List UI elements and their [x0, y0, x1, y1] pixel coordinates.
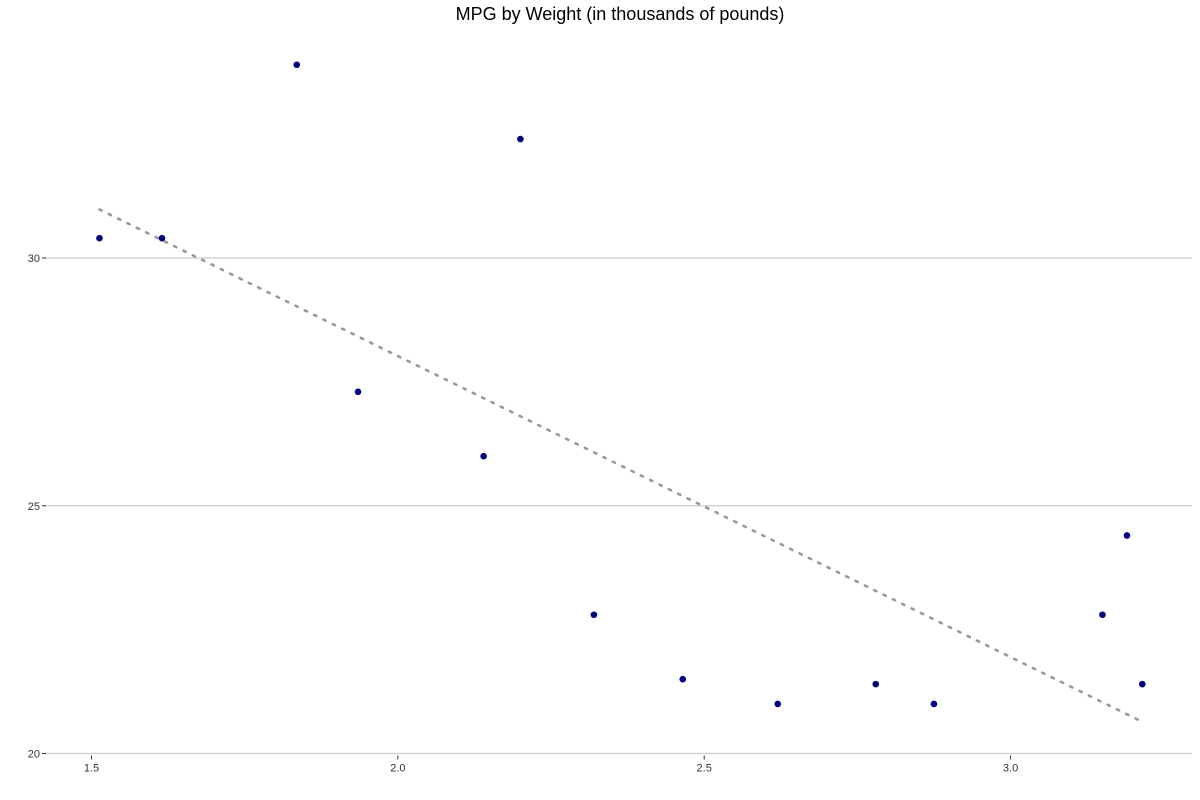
- x-axis: 1.5 2.0 2.5 3.0: [84, 755, 1018, 775]
- y-axis: 20 25 30: [28, 253, 46, 761]
- chart-title: MPG by Weight (in thousands of pounds): [455, 4, 785, 24]
- data-point: [354, 388, 362, 396]
- data-point: [96, 234, 103, 242]
- data-point: [158, 234, 166, 242]
- y-tick-label: 25: [28, 501, 40, 513]
- x-tick-label: 3.0: [1003, 763, 1018, 775]
- x-tick-label: 2.0: [390, 763, 405, 775]
- data-point: [517, 135, 524, 143]
- data-point: [1138, 680, 1146, 688]
- data-point: [480, 452, 487, 460]
- data-point: [872, 680, 880, 688]
- x-tick-label: 1.5: [84, 763, 99, 775]
- trend-line-path: [98, 208, 1144, 724]
- y-tick-label: 30: [28, 253, 40, 265]
- data-point: [590, 611, 598, 619]
- data-point: [774, 700, 782, 708]
- y-tick-label: 20: [28, 749, 40, 761]
- data-point: [1099, 611, 1106, 619]
- data-point: [1123, 532, 1131, 539]
- data-point: [293, 61, 301, 69]
- gridlines: [46, 257, 1192, 755]
- data-points: [96, 61, 1146, 708]
- data-point: [679, 675, 687, 683]
- trend-line: [98, 208, 1144, 724]
- x-tick-label: 2.5: [697, 763, 712, 775]
- data-point: [930, 700, 938, 708]
